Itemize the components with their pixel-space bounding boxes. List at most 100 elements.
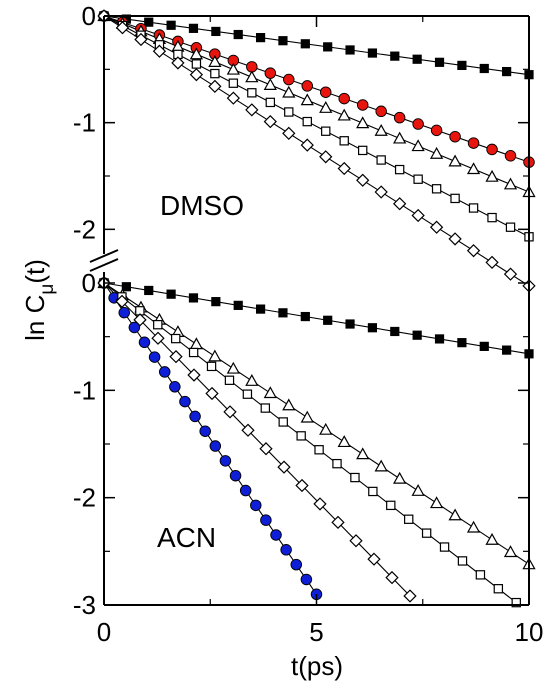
series-top-open-diamond [97,9,536,293]
panel-label-dmso: DMSO [160,190,244,221]
point-bottom-filled-square [412,330,422,340]
point-top-filled-square [345,45,355,55]
point-bottom-open-diamond [403,589,417,603]
point-top-open-diamond [263,114,277,129]
y-axis-title-sub: μ [37,284,58,295]
point-bottom-filled-square [502,345,512,355]
point-bottom-open-square [511,597,521,608]
point-bottom-open-triangle [319,422,333,435]
point-top-open-square [302,116,312,127]
point-top-open-diamond [134,32,148,47]
x-tick-label: 10 [515,617,544,647]
point-top-open-diamond [115,21,130,35]
point-bottom-filled-square [367,323,378,333]
point-top-open-triangle [300,93,314,106]
point-bottom-open-triangle [411,484,425,496]
point-bottom-open-diamond [133,313,147,327]
point-bottom-filled-square [300,311,310,322]
point-bottom-open-square [368,486,378,497]
point-bottom-open-square [314,445,324,455]
point-top-filled-circle [430,124,443,137]
point-top-filled-square [188,23,199,33]
point-top-open-square [505,222,516,232]
point-bottom-filled-square [278,308,288,318]
point-top-filled-square [412,54,422,64]
point-top-open-diamond [393,197,407,211]
point-bottom-open-diamond [169,349,183,364]
panel-label-acn: ACN [157,522,216,553]
point-bottom-open-square [170,333,181,344]
point-top-open-triangle [319,100,333,113]
point-top-open-diamond [300,138,314,152]
point-top-filled-square [434,57,445,67]
point-top-filled-circle [283,73,295,86]
point-top-filled-square [144,17,154,27]
point-bottom-filled-circle [148,351,161,363]
point-top-open-diamond [374,185,388,199]
point-bottom-open-triangle [356,447,370,460]
point-top-open-square [321,126,331,136]
point-top-filled-circle [467,137,480,149]
y-tick-label-bottom: -2 [73,483,96,513]
chart-marks [97,9,536,608]
point-bottom-open-triangle [448,508,462,521]
point-top-filled-circle [412,118,424,130]
point-bottom-open-triangle [429,496,444,509]
point-bottom-open-square [153,319,163,330]
point-bottom-open-diamond [385,570,399,585]
point-bottom-open-triangle [374,459,388,472]
point-bottom-open-diamond [187,368,201,382]
chart-labels: t(ps) ln Cμ(t) DMSO ACN 0-1-20-1-2-30 5 10 [20,1,543,681]
point-bottom-open-triangle [466,520,481,533]
point-top-open-triangle [208,55,222,67]
point-top-open-diamond [503,267,518,281]
point-top-open-triangle [374,123,388,136]
point-top-open-square [394,164,405,175]
point-bottom-filled-circle [260,514,272,526]
point-bottom-open-diamond [313,497,327,511]
point-top-open-triangle [226,62,240,75]
point-top-open-square [431,184,442,194]
x-tick-label: 0 [97,617,111,647]
point-top-open-triangle [448,154,462,167]
point-bottom-open-diamond [295,478,309,493]
y-tick-label-top: -2 [73,214,96,244]
point-bottom-filled-circle [158,366,171,378]
point-top-open-square [468,203,479,213]
point-bottom-open-triangle [226,361,240,374]
plot-frame [89,15,530,606]
point-top-open-triangle [245,70,259,83]
point-bottom-filled-square [434,334,445,344]
point-top-open-square [376,155,386,165]
point-top-open-triangle [411,139,425,152]
point-bottom-open-triangle [208,349,222,362]
y-tick-label-top: -1 [73,108,96,138]
fit-line-bottom-4 [103,282,411,597]
point-top-open-diamond [337,161,351,176]
point-bottom-open-diamond [349,534,363,548]
point-top-open-diamond [171,56,185,70]
point-bottom-filled-circle [280,544,292,556]
point-bottom-open-diamond [331,515,345,529]
point-top-open-diamond [485,255,499,270]
point-bottom-filled-circle [270,529,282,541]
point-bottom-filled-circle [199,425,211,437]
fit-line-top-4 [103,15,530,287]
point-top-open-triangle [356,116,370,129]
point-bottom-open-triangle [263,386,277,399]
fit-line-bottom-1 [103,282,317,595]
point-bottom-filled-circle [179,395,191,408]
point-bottom-open-square [206,361,217,372]
point-bottom-filled-circle [118,306,130,319]
point-bottom-open-square [242,389,253,399]
point-top-open-diamond [448,232,462,246]
point-bottom-open-diamond [241,423,255,437]
point-top-open-square [228,78,239,88]
point-bottom-filled-circle [169,381,181,393]
point-top-open-diamond [429,220,444,234]
point-top-open-triangle [485,169,499,182]
point-bottom-filled-circle [138,336,151,349]
point-bottom-filled-square [211,297,221,307]
point-bottom-open-square [224,375,235,385]
point-bottom-open-square [350,472,360,483]
